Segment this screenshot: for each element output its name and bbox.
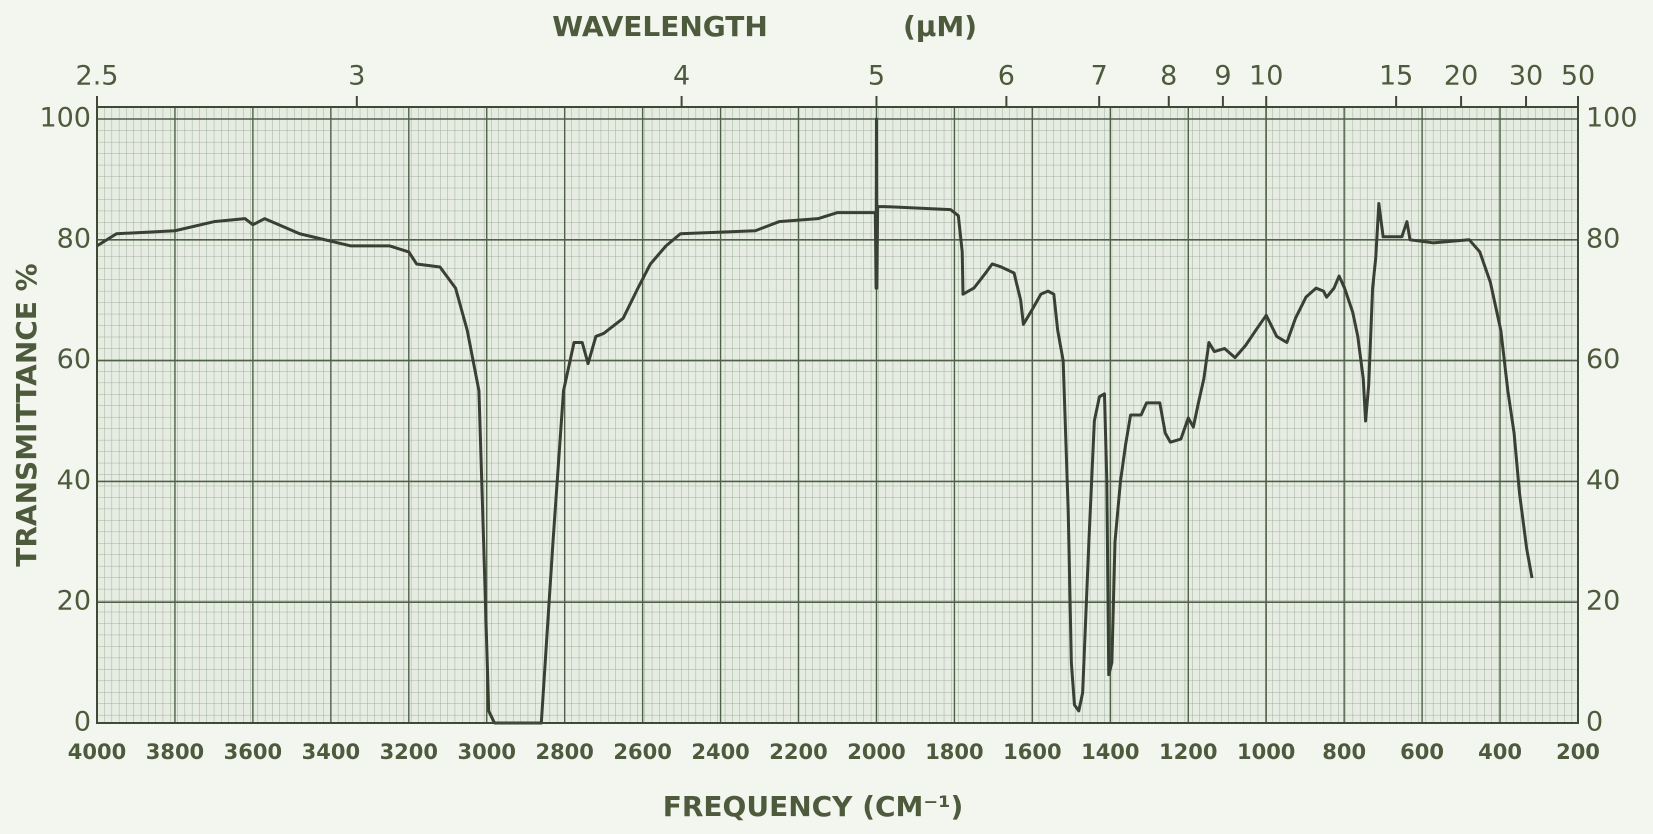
y-tick-label-right: 60: [1586, 344, 1620, 375]
x-tick-label: 200: [1556, 740, 1600, 764]
y-tick-label: 100: [39, 103, 91, 134]
x-tick-label: 1400: [1081, 740, 1139, 764]
x-tick-label: 2600: [613, 740, 671, 764]
top-tick-label: 20: [1444, 61, 1478, 92]
x-tick-label: 1600: [1003, 740, 1061, 764]
plot-frame: [96, 106, 1579, 724]
top-tick-label: 2.5: [76, 61, 119, 92]
x-tick-label: 400: [1478, 740, 1522, 764]
x-tick-label: 600: [1400, 740, 1444, 764]
x-tick-label: 2800: [535, 740, 593, 764]
top-axis-unit: (μM): [903, 10, 977, 43]
x-tick-label: 800: [1322, 740, 1366, 764]
y-tick-label-right: 100: [1586, 103, 1638, 134]
top-tick-label: 3: [348, 61, 365, 92]
top-tick-label: 5: [868, 61, 885, 92]
x-tick-label: 2400: [691, 740, 749, 764]
x-axis-title: FREQUENCY (CM⁻¹): [663, 790, 964, 823]
x-tick-label: 3000: [458, 740, 516, 764]
top-tick-label: 15: [1379, 61, 1413, 92]
y-tick-label: 80: [57, 223, 91, 254]
top-tick-label: 6: [998, 61, 1015, 92]
x-tick-label: 1200: [1159, 740, 1217, 764]
top-tick-label: 50: [1561, 61, 1595, 92]
y-tick-label-right: 20: [1586, 586, 1620, 617]
top-tick-label: 7: [1091, 61, 1108, 92]
y-tick-label-right: 40: [1586, 465, 1620, 496]
top-tick-label: 30: [1509, 61, 1543, 92]
spectrum-line: [96, 117, 1534, 725]
top-tick-label: 8: [1160, 61, 1177, 92]
y-tick-label: 0: [74, 707, 91, 738]
x-tick-label: 3800: [146, 740, 204, 764]
x-tick-label: 4000: [68, 740, 126, 764]
y-tick-label: 20: [57, 586, 91, 617]
y-tick-label-right: 0: [1586, 707, 1603, 738]
top-tick-label: 4: [673, 61, 690, 92]
x-tick-label: 3200: [380, 740, 438, 764]
x-tick-label: 2000: [847, 740, 905, 764]
x-tick-label: 1800: [925, 740, 983, 764]
y-tick-label: 40: [57, 465, 91, 496]
top-axis-title: WAVELENGTH: [552, 10, 768, 43]
top-tick-label: 10: [1249, 61, 1283, 92]
y-tick-label: 60: [57, 344, 91, 375]
x-tick-label: 1000: [1237, 740, 1295, 764]
minor-grid: [97, 107, 1578, 723]
y-tick-label-right: 80: [1586, 223, 1620, 254]
x-tick-label: 2200: [769, 740, 827, 764]
x-tick-label: 3600: [224, 740, 282, 764]
top-tick-label: 9: [1214, 61, 1231, 92]
x-tick-label: 3400: [302, 740, 360, 764]
y-axis-title: TRANSMITTANCE %: [10, 263, 43, 566]
